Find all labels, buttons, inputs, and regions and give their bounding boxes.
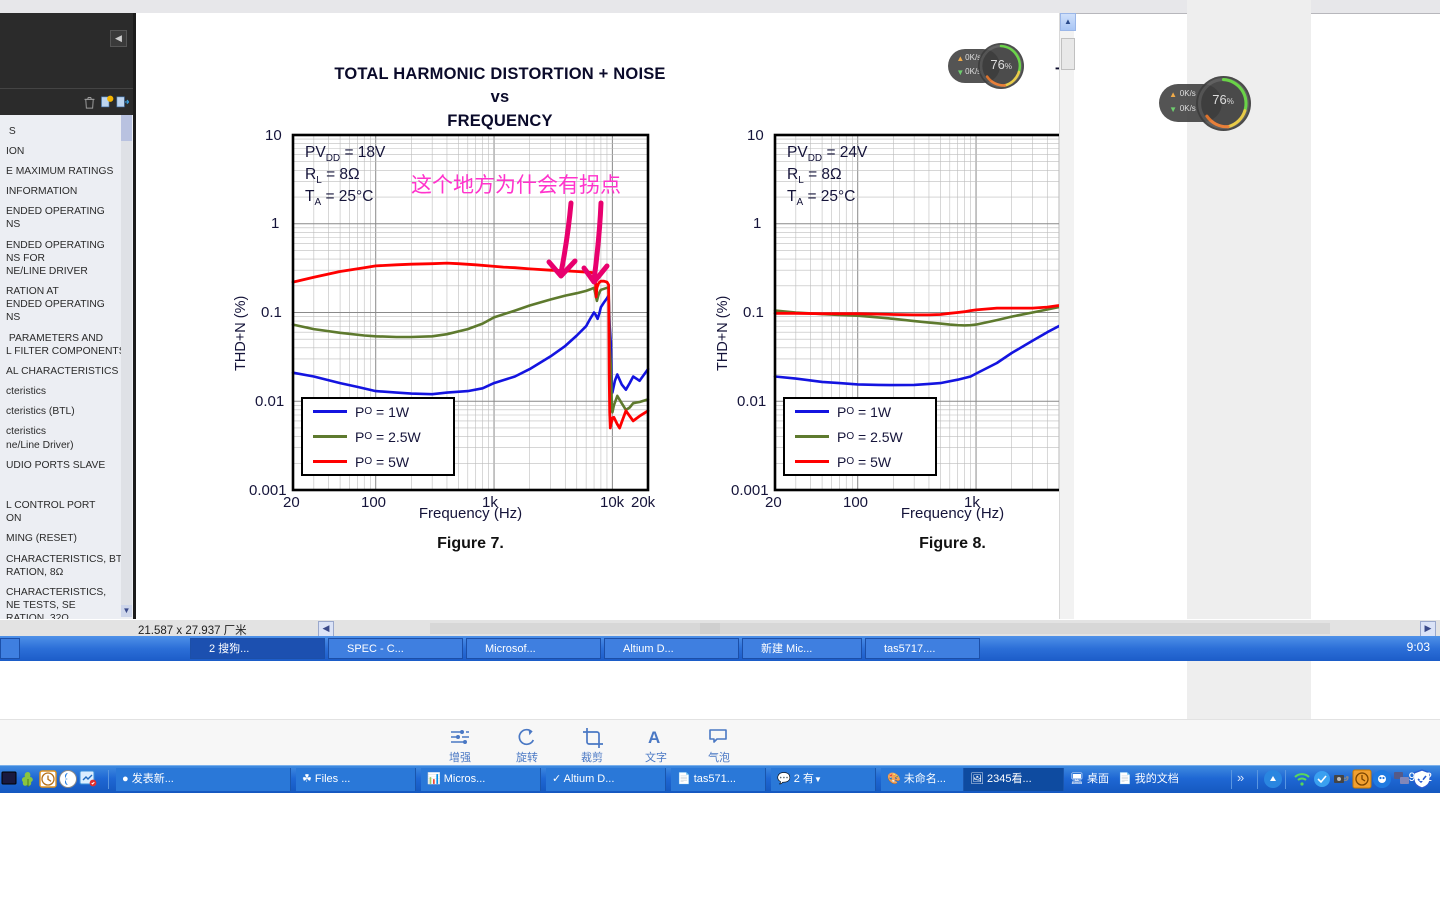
svg-text:A: A [648,728,660,747]
svg-text:这个地方为什会有拐点: 这个地方为什会有拐点 [411,174,621,197]
